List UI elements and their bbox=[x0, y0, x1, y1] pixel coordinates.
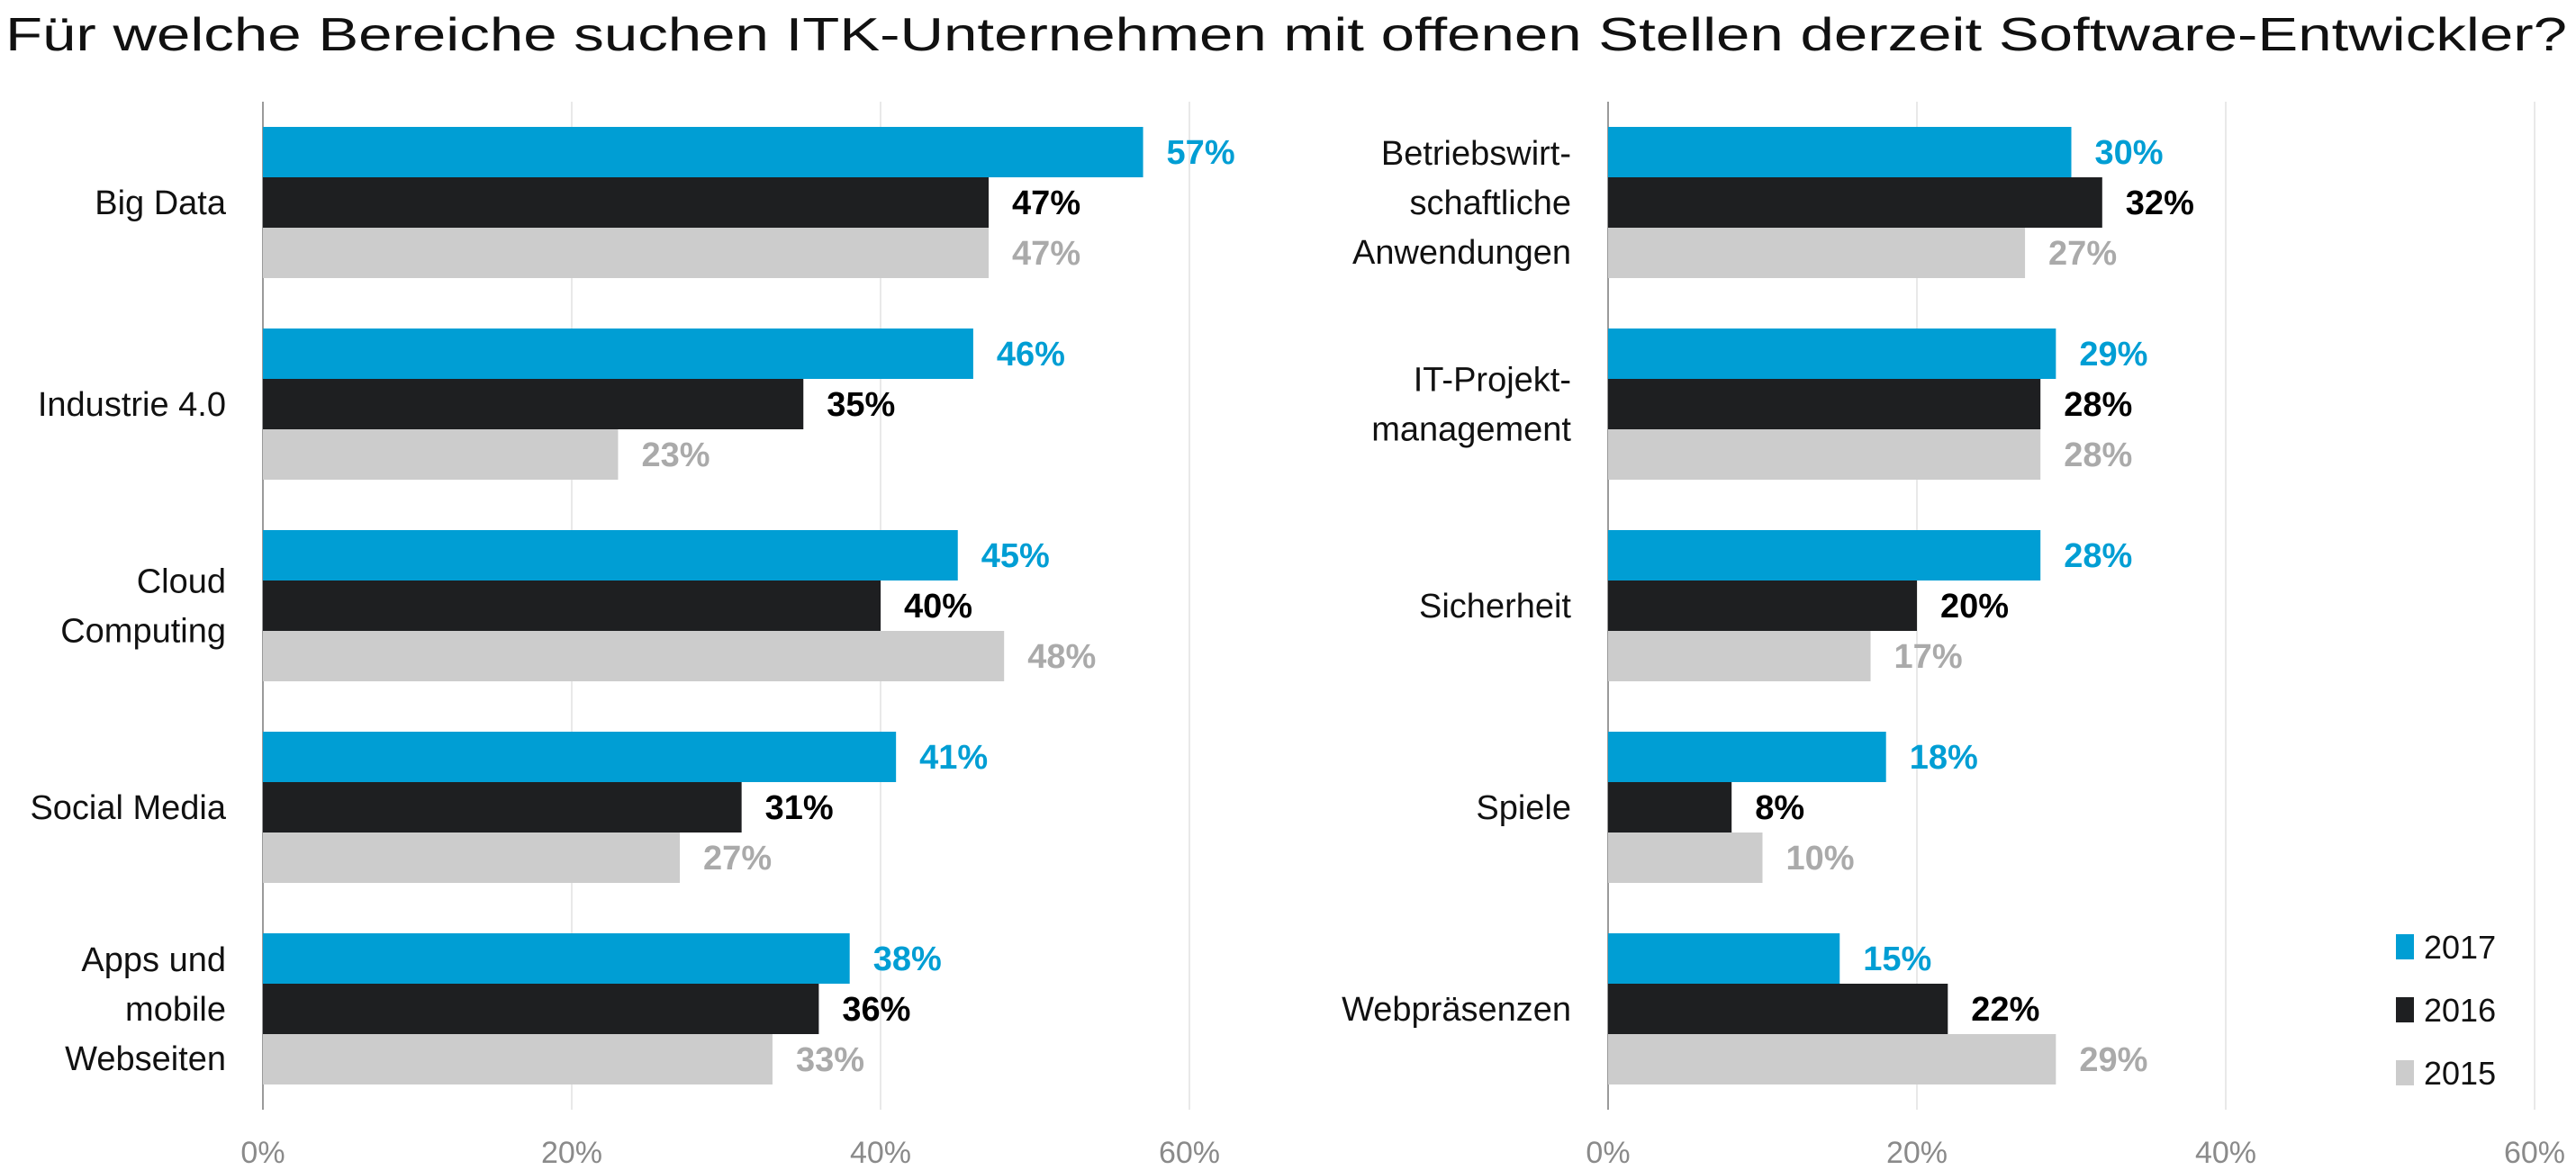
data-label: 48% bbox=[1027, 638, 1096, 676]
data-label: 23% bbox=[641, 436, 710, 474]
data-label: 33% bbox=[796, 1041, 864, 1079]
x-tick-label: 20% bbox=[541, 1136, 602, 1170]
category-label: Apps und bbox=[81, 941, 226, 979]
data-label: 32% bbox=[2126, 184, 2194, 222]
data-label: 29% bbox=[2079, 336, 2147, 374]
legend-swatch-2015 bbox=[2396, 1060, 2414, 1085]
data-label: 35% bbox=[827, 386, 895, 424]
data-label: 46% bbox=[997, 336, 1065, 374]
x-tick-label: 20% bbox=[1886, 1136, 1948, 1170]
category-label: Betriebswirt- bbox=[1381, 135, 1571, 173]
bar-2017 bbox=[263, 732, 897, 782]
data-label: 18% bbox=[1910, 739, 1978, 777]
bar-2016 bbox=[1608, 177, 2102, 228]
category-label: Webseiten bbox=[65, 1040, 226, 1078]
data-label: 27% bbox=[703, 840, 772, 878]
data-label: 47% bbox=[1012, 184, 1080, 222]
chart-title: Für welche Bereiche suchen ITK-Unternehm… bbox=[5, 9, 2567, 61]
bar-2015 bbox=[263, 228, 990, 278]
bar-2017 bbox=[263, 328, 973, 379]
category-label: schaftliche bbox=[1409, 184, 1571, 222]
bar-2016 bbox=[263, 580, 881, 631]
x-tick-label: 0% bbox=[1586, 1136, 1630, 1170]
data-label: 40% bbox=[904, 588, 972, 626]
data-label: 30% bbox=[2095, 134, 2164, 172]
bar-2016 bbox=[263, 984, 819, 1034]
x-tick-label: 60% bbox=[2504, 1136, 2565, 1170]
bar-2016 bbox=[1608, 379, 2041, 429]
data-label: 57% bbox=[1167, 134, 1235, 172]
category-label: Social Media bbox=[30, 789, 226, 827]
category-label: IT-Projekt- bbox=[1414, 362, 1571, 400]
x-tick-label: 60% bbox=[1159, 1136, 1220, 1170]
category-label: management bbox=[1371, 411, 1571, 449]
bar-2015 bbox=[263, 1034, 773, 1084]
category-label: Spiele bbox=[1476, 789, 1571, 827]
data-label: 22% bbox=[1971, 991, 2039, 1029]
bar-2016 bbox=[1608, 782, 1732, 832]
bar-2015 bbox=[1608, 429, 2041, 480]
bar-2017 bbox=[263, 530, 958, 580]
bar-2017 bbox=[1608, 933, 1840, 984]
bar-2015 bbox=[1608, 832, 1763, 883]
bar-2016 bbox=[263, 782, 742, 832]
chart-panel-2: 0% 20% 40% 60% Betriebswirt-schaftliche Anwen… bbox=[1342, 102, 2565, 1170]
data-label: 15% bbox=[1863, 940, 1931, 978]
bar-2015 bbox=[1608, 228, 2026, 278]
bar-2016 bbox=[263, 379, 804, 429]
bar-2015 bbox=[263, 832, 681, 883]
bar-2017 bbox=[263, 127, 1143, 177]
data-label: 20% bbox=[1940, 588, 2009, 626]
bar-2016 bbox=[1608, 580, 1917, 631]
bar-2017 bbox=[1608, 127, 2072, 177]
data-label: 41% bbox=[919, 739, 988, 777]
legend-label: 2016 bbox=[2424, 992, 2496, 1029]
legend: 2017 2016 2015 bbox=[2396, 929, 2496, 1092]
data-label: 47% bbox=[1012, 235, 1080, 273]
category-label: Anwendungen bbox=[1352, 234, 1571, 272]
bar-2015 bbox=[263, 631, 1005, 681]
bar-2016 bbox=[1608, 984, 1948, 1034]
bar-2015 bbox=[1608, 1034, 2056, 1084]
x-tick-label: 0% bbox=[240, 1136, 285, 1170]
bar-2017 bbox=[1608, 732, 1886, 782]
data-label: 27% bbox=[2048, 235, 2117, 273]
bar-2017 bbox=[263, 933, 850, 984]
data-label: 8% bbox=[1755, 789, 1804, 827]
legend-swatch-2017 bbox=[2396, 934, 2414, 959]
category-label: Industrie 4.0 bbox=[38, 386, 226, 424]
x-tick-label: 40% bbox=[2195, 1136, 2256, 1170]
category-label: Cloud bbox=[137, 563, 226, 601]
legend-swatch-2016 bbox=[2396, 997, 2414, 1022]
bar-2016 bbox=[263, 177, 990, 228]
data-label: 38% bbox=[873, 940, 942, 978]
category-label: mobile bbox=[125, 991, 226, 1029]
data-label: 45% bbox=[981, 537, 1050, 575]
category-label: Computing bbox=[60, 613, 226, 651]
bar-2015 bbox=[1608, 631, 1871, 681]
data-label: 29% bbox=[2079, 1041, 2147, 1079]
x-tick-label: 40% bbox=[850, 1136, 911, 1170]
data-label: 28% bbox=[2064, 537, 2132, 575]
data-label: 28% bbox=[2064, 386, 2132, 424]
data-label: 31% bbox=[765, 789, 834, 827]
chart-panel-1: 0% 20% 40% 60% Big Data 57% 47% 47% Industrie 4.… bbox=[30, 102, 1235, 1170]
legend-label: 2015 bbox=[2424, 1055, 2496, 1092]
category-label: Webpräsenzen bbox=[1342, 991, 1571, 1029]
data-label: 10% bbox=[1786, 840, 1855, 878]
category-label: Big Data bbox=[95, 184, 227, 222]
category-label: Sicherheit bbox=[1419, 588, 1571, 626]
data-label: 28% bbox=[2064, 436, 2132, 474]
bar-2017 bbox=[1608, 328, 2056, 379]
data-label: 36% bbox=[842, 991, 910, 1029]
bar-2015 bbox=[263, 429, 619, 480]
data-label: 17% bbox=[1894, 638, 1963, 676]
legend-label: 2017 bbox=[2424, 929, 2496, 966]
bar-2017 bbox=[1608, 530, 2041, 580]
